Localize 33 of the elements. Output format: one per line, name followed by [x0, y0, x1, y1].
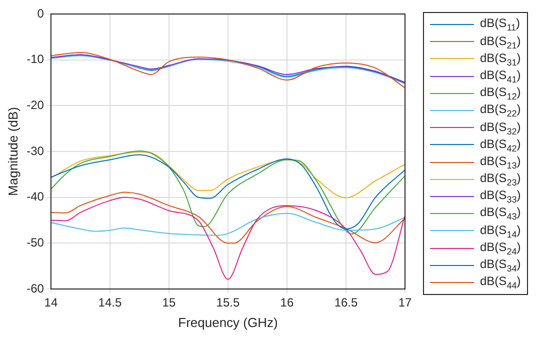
legend-label: dB(S$_{44}$) [480, 274, 521, 291]
x-tick-label: 14.5 [98, 296, 122, 310]
legend-label: dB(S$_{31}$) [480, 50, 521, 68]
legend-label: dB(S$_{34}$) [480, 257, 521, 274]
legend-label: dB(S$_{23}$) [480, 171, 521, 188]
y-tick-label: -40 [26, 190, 44, 204]
y-tick-label: 0 [37, 6, 44, 20]
y-tick-label: -50 [26, 235, 44, 250]
legend-label: dB(S$_{21}$) [480, 34, 521, 50]
y-tick-label: -10 [26, 52, 44, 66]
y-tick-label: -20 [26, 98, 44, 112]
x-tick-label: 15.5 [216, 296, 240, 310]
x-tick-label: 16 [280, 296, 294, 310]
y-tick-label: -30 [26, 144, 44, 158]
legend-label: dB(S$_{32}$) [480, 120, 521, 136]
legend-label: dB(S$_{12}$) [480, 85, 521, 102]
legend-label: dB(S$_{24}$) [480, 240, 521, 256]
legend-label: dB(S$_{41}$) [480, 68, 521, 84]
x-tick-label: 16.5 [334, 296, 358, 310]
legend-label: dB(S$_{13}$) [480, 154, 521, 170]
y-tick-label: -60 [26, 281, 44, 296]
legend-label: dB(S$_{43}$) [480, 205, 521, 222]
legend-label: dB(S$_{14}$) [480, 222, 521, 240]
x-axis-title: Frequency (GHz) [178, 314, 278, 330]
x-tick-label: 14 [44, 296, 58, 310]
x-tick-label: 15 [162, 296, 176, 310]
y-axis-title: Magnitude (dB) [5, 107, 20, 196]
legend-label: dB(S$_{22}$) [480, 102, 521, 119]
x-tick-label: 17 [398, 296, 412, 310]
legend-label: dB(S$_{11}$) [480, 16, 520, 33]
legend-label: dB(S$_{42}$) [480, 136, 521, 154]
line-series [50, 212, 405, 236]
legend-label: dB(S$_{33}$) [480, 188, 521, 205]
